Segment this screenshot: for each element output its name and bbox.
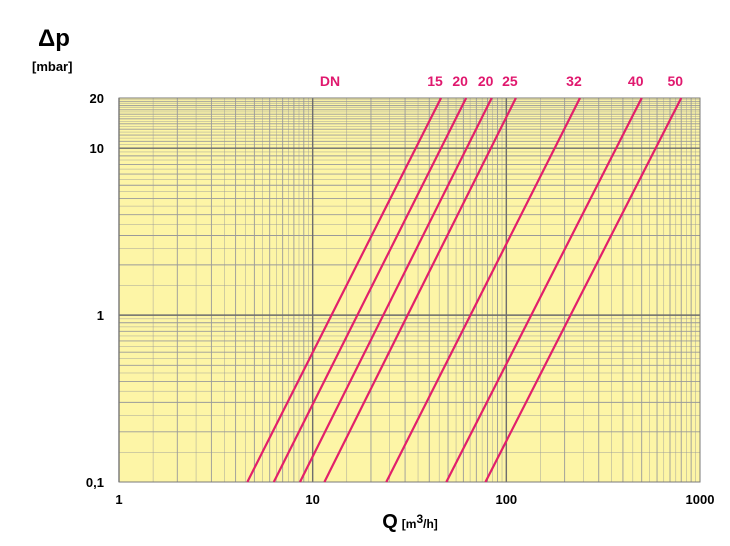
series-label-dn-40: 40 (628, 73, 644, 89)
y-tick-label: 1 (97, 308, 104, 323)
series-label-dn-20: 20 (478, 73, 494, 89)
series-line-dn-32 (385, 97, 581, 483)
series-line-dn-15 (246, 97, 443, 483)
x-axis-label: Q [m3/h] (382, 511, 438, 533)
series-label-dn-15: 15 (427, 73, 443, 89)
y-axis-unit: [mbar] (32, 59, 72, 74)
x-axis-unit-sup: 3 (416, 512, 423, 526)
x-axis-unit-prefix: [m (402, 517, 417, 531)
series-labels: 15 20 20 25 32 40 50 (427, 73, 683, 89)
y-tick-label: 20 (90, 91, 104, 106)
minor-grid (119, 97, 700, 482)
series-label-dn-25: 25 (502, 73, 518, 89)
x-axis-symbol: Q (382, 511, 398, 533)
y-tick-label: 0,1 (86, 475, 104, 490)
series-label-dn-50: 50 (667, 73, 683, 89)
plot-frame (118, 97, 701, 483)
series-label-dn-32: 32 (566, 73, 582, 89)
x-axis-unit-suffix: /h] (423, 517, 438, 531)
x-axis-ticks: 1 10 100 1000 (115, 492, 714, 507)
series-line-dn-40 (445, 97, 643, 483)
y-axis-symbol: Δp (38, 25, 70, 52)
series-line-dn-50 (484, 97, 683, 483)
series-line-dn-25 (323, 97, 517, 483)
series-header-label: DN (320, 73, 340, 89)
x-tick-label: 10 (305, 492, 319, 507)
series-lines (246, 97, 683, 483)
x-tick-label: 100 (495, 492, 517, 507)
x-tick-label: 1 (115, 492, 122, 507)
series-line-dn-20 (298, 97, 493, 483)
y-axis-ticks: 0,1 1 10 20 (86, 91, 104, 490)
series-line-dn-20 (272, 97, 468, 483)
x-tick-label: 1000 (686, 492, 715, 507)
y-tick-label: 10 (90, 141, 104, 156)
series-label-dn-20: 20 (452, 73, 468, 89)
major-grid (118, 97, 701, 483)
